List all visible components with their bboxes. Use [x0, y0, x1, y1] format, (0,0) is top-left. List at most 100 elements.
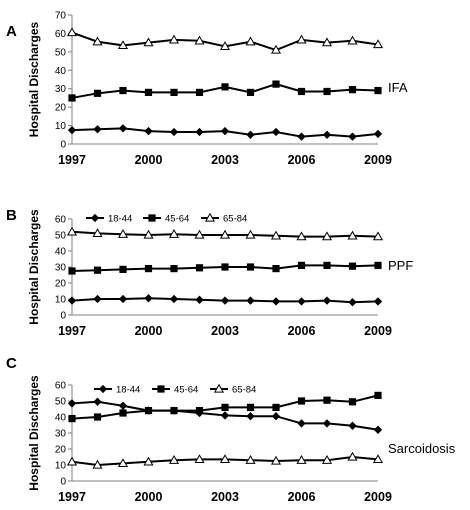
- data-point-marker: [67, 399, 77, 408]
- data-point-marker: [246, 88, 255, 96]
- data-point-marker: [297, 297, 306, 306]
- data-point-marker: [270, 44, 282, 54]
- data-point-marker: [348, 298, 357, 307]
- x-tick-label: 1997: [58, 490, 86, 504]
- data-point-marker: [296, 231, 307, 241]
- y-tick-label: 10: [55, 121, 67, 132]
- data-point-marker: [170, 265, 178, 273]
- y-tick-label: 10: [55, 461, 67, 472]
- data-point-marker: [270, 230, 282, 240]
- data-point-marker: [323, 396, 331, 404]
- x-tick-label: 2003: [211, 153, 239, 167]
- data-point-marker: [118, 124, 128, 133]
- data-point-marker: [271, 297, 281, 306]
- data-point-marker: [118, 294, 128, 304]
- data-point-marker: [195, 407, 204, 415]
- data-point-marker: [144, 407, 153, 415]
- y-tick-label: 40: [55, 66, 67, 77]
- data-point-marker: [348, 421, 357, 430]
- data-point-marker: [169, 294, 179, 304]
- data-point-marker: [374, 86, 382, 95]
- data-point-marker: [220, 126, 230, 136]
- data-point-marker: [272, 403, 280, 411]
- data-point-marker: [93, 125, 102, 134]
- data-point-marker: [374, 391, 382, 399]
- y-tick-label: 50: [55, 47, 67, 58]
- y-tick-label: 30: [55, 84, 67, 95]
- data-point-marker: [67, 296, 77, 305]
- data-point-marker: [347, 230, 358, 240]
- data-point-marker: [93, 294, 102, 304]
- x-tick-label: 2003: [211, 490, 239, 504]
- data-point-marker: [169, 127, 179, 137]
- data-point-marker: [322, 296, 332, 305]
- x-tick-label: 2000: [135, 324, 163, 338]
- data-point-marker: [194, 454, 205, 464]
- y-tick-label: 50: [55, 231, 67, 242]
- data-point-marker: [321, 231, 333, 241]
- y-tick-label: 0: [60, 477, 66, 488]
- data-point-marker: [144, 88, 153, 96]
- data-point-marker: [144, 294, 153, 303]
- data-point-marker: [168, 454, 180, 464]
- data-point-marker: [321, 454, 333, 464]
- data-point-marker: [220, 296, 230, 305]
- data-point-marker: [322, 419, 332, 428]
- data-point-marker: [271, 412, 281, 421]
- y-tick-label: 50: [55, 397, 67, 408]
- disease-label: IFA: [388, 80, 408, 95]
- x-tick-label: 2006: [288, 490, 316, 504]
- data-point-marker: [296, 454, 307, 464]
- chart-panel-a: A 0 10 20 30 40 50 60 70 1997 2000 2003 2006 2009 Hosp…: [6, 11, 408, 168]
- data-point-marker: [372, 39, 384, 49]
- data-point-marker: [246, 412, 255, 421]
- y-tick-label: 40: [55, 247, 67, 258]
- data-point-marker: [219, 41, 231, 50]
- series-65-84: [66, 226, 384, 241]
- data-point-marker: [119, 409, 127, 417]
- x-tick-label: 2009: [364, 324, 392, 338]
- data-point-marker: [143, 37, 154, 47]
- legend-marker: [98, 384, 108, 394]
- y-tick-label: 30: [55, 429, 67, 440]
- data-point-marker: [68, 415, 76, 423]
- data-point-marker: [372, 231, 384, 241]
- data-point-marker: [168, 34, 180, 44]
- data-point-marker: [170, 407, 178, 415]
- x-tick-label: 1997: [58, 324, 86, 338]
- series-18-44: [67, 294, 383, 307]
- data-point-marker: [68, 267, 76, 275]
- data-point-marker: [347, 451, 358, 461]
- data-point-marker: [117, 228, 129, 238]
- chart-panel-b: B 0 10 20 30 40 50 60 1997 2000 2003 2006 2009 Hospit…: [6, 207, 413, 338]
- data-point-marker: [296, 34, 307, 44]
- data-point-marker: [195, 295, 204, 304]
- legend-marker: [90, 213, 100, 223]
- data-point-marker: [194, 35, 205, 45]
- y-tick-label: 60: [55, 381, 67, 392]
- series-18-44: [67, 397, 383, 434]
- series-filled-square: [68, 80, 382, 102]
- data-point-marker: [270, 455, 282, 465]
- data-point-marker: [348, 86, 357, 94]
- data-point-marker: [220, 411, 230, 420]
- legend-marker: [204, 212, 216, 222]
- data-point-marker: [168, 228, 180, 238]
- data-point-marker: [245, 454, 256, 464]
- y-tick-label: 0: [60, 311, 66, 322]
- data-point-marker: [246, 263, 255, 271]
- legend-marker: [213, 383, 225, 393]
- legend-marker: [157, 385, 165, 393]
- data-point-marker: [374, 261, 382, 269]
- data-point-marker: [117, 40, 129, 50]
- data-point-marker: [93, 397, 102, 406]
- panel-letter: C: [6, 355, 17, 372]
- data-point-marker: [119, 86, 127, 95]
- data-point-marker: [372, 454, 384, 464]
- y-tick-label: 60: [55, 29, 67, 40]
- data-point-marker: [92, 228, 103, 238]
- data-point-marker: [68, 94, 76, 102]
- data-point-marker: [348, 262, 357, 270]
